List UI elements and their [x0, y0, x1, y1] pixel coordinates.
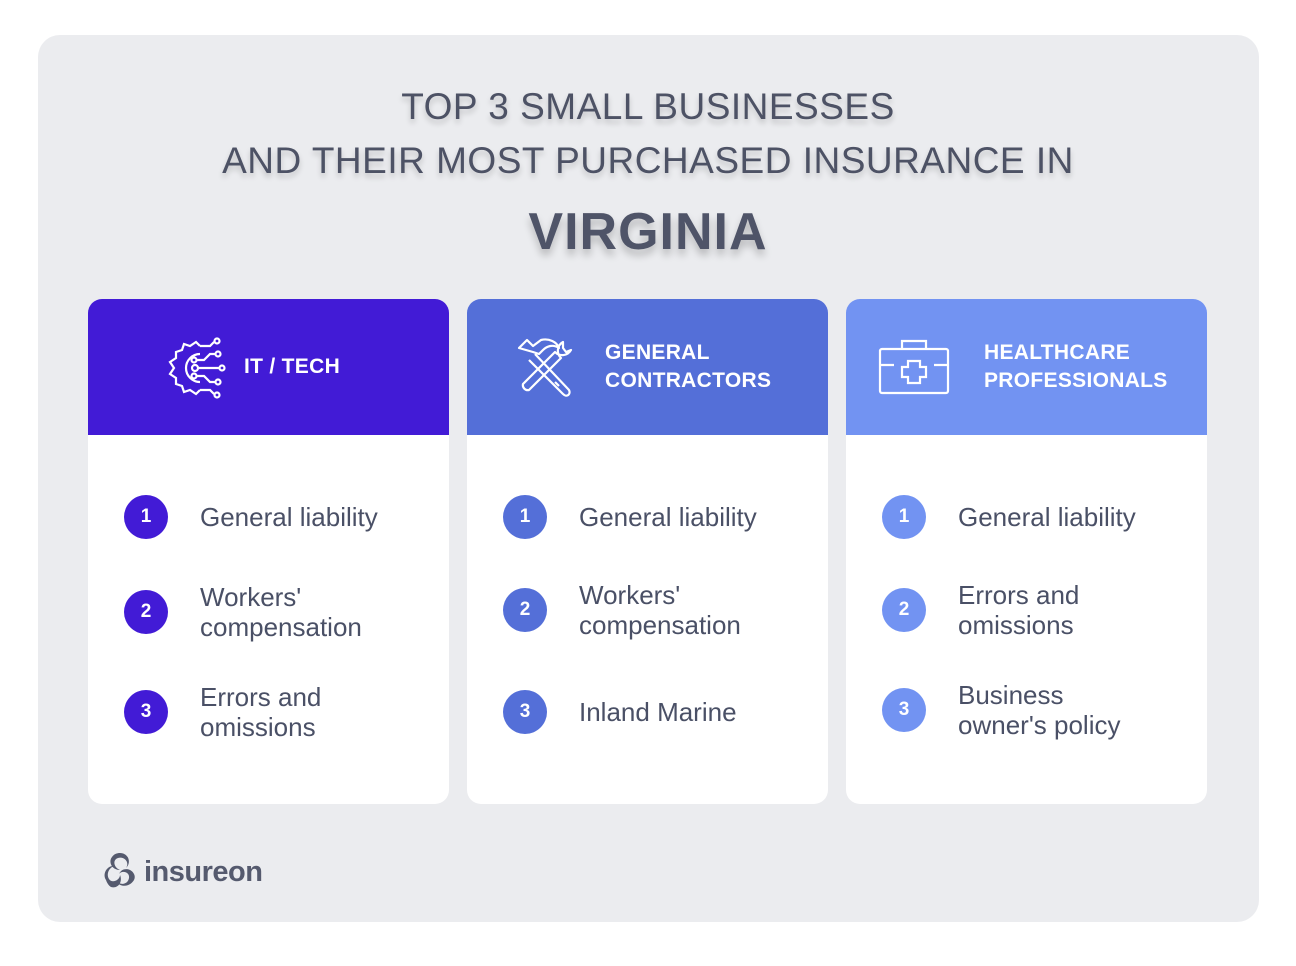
- insurance-label: General liability: [579, 502, 757, 532]
- rank-badge: 1: [503, 495, 547, 539]
- card-header: IT / TECH: [88, 299, 449, 435]
- card-header: GENERAL CONTRACTORS: [467, 299, 828, 435]
- list-item: 3 Business owner's policy: [882, 680, 1158, 740]
- card-title: IT / TECH: [244, 355, 341, 378]
- insurance-label: General liability: [958, 502, 1136, 532]
- list-item: 2 Errors and omissions: [882, 580, 1118, 640]
- rank-badge: 2: [882, 588, 926, 632]
- insurance-label: Business owner's policy: [958, 680, 1121, 740]
- card-header: HEALTHCARE PROFESSIONALS: [846, 299, 1207, 435]
- insurance-label: General liability: [200, 502, 378, 532]
- insurance-label: Inland Marine: [579, 697, 737, 727]
- title-line-1: TOP 3 SMALL BUSINESSES: [401, 86, 895, 127]
- brand-name: insureon: [144, 856, 263, 888]
- rank-badge: 3: [124, 690, 168, 734]
- rank-badge: 2: [124, 590, 168, 634]
- state-title: VIRGINIA: [528, 203, 768, 261]
- insureon-logo-icon: [100, 850, 140, 895]
- rank-badge: 2: [503, 588, 547, 632]
- insureon-logo: insureon: [100, 850, 263, 895]
- insurance-label: Workers' compensation: [579, 580, 741, 640]
- list-item: 1 General liability: [124, 495, 430, 539]
- medical-kit-icon: [878, 337, 952, 397]
- rank-badge: 3: [882, 688, 926, 732]
- card-title: GENERAL CONTRACTORS: [605, 341, 772, 392]
- list-item: 1 General liability: [882, 495, 1188, 539]
- list-item: 3 Errors and omissions: [124, 682, 360, 742]
- rank-badge: 1: [124, 495, 168, 539]
- card-it-tech: IT / TECH 1 General liability 2 Workers'…: [88, 299, 449, 804]
- insurance-label: Errors and omissions: [200, 682, 322, 742]
- list-item: 3 Inland Marine: [503, 690, 809, 734]
- insurance-label: Errors and omissions: [958, 580, 1080, 640]
- card-general-contractors: GENERAL CONTRACTORS 1 General liability …: [467, 299, 828, 804]
- list-item: 1 General liability: [503, 495, 809, 539]
- rank-badge: 3: [503, 690, 547, 734]
- insurance-label: Workers' compensation: [200, 582, 362, 642]
- hammer-wrench-icon: [511, 332, 581, 402]
- gear-circuit-icon: [160, 332, 230, 402]
- title-line-2: AND THEIR MOST PURCHASED INSURANCE IN: [222, 140, 1074, 181]
- list-item: 2 Workers' compensation: [503, 580, 779, 640]
- rank-badge: 1: [882, 495, 926, 539]
- list-item: 2 Workers' compensation: [124, 582, 400, 642]
- card-healthcare-professionals: HEALTHCARE PROFESSIONALS 1 General liabi…: [846, 299, 1207, 804]
- card-title: HEALTHCARE PROFESSIONALS: [984, 341, 1168, 392]
